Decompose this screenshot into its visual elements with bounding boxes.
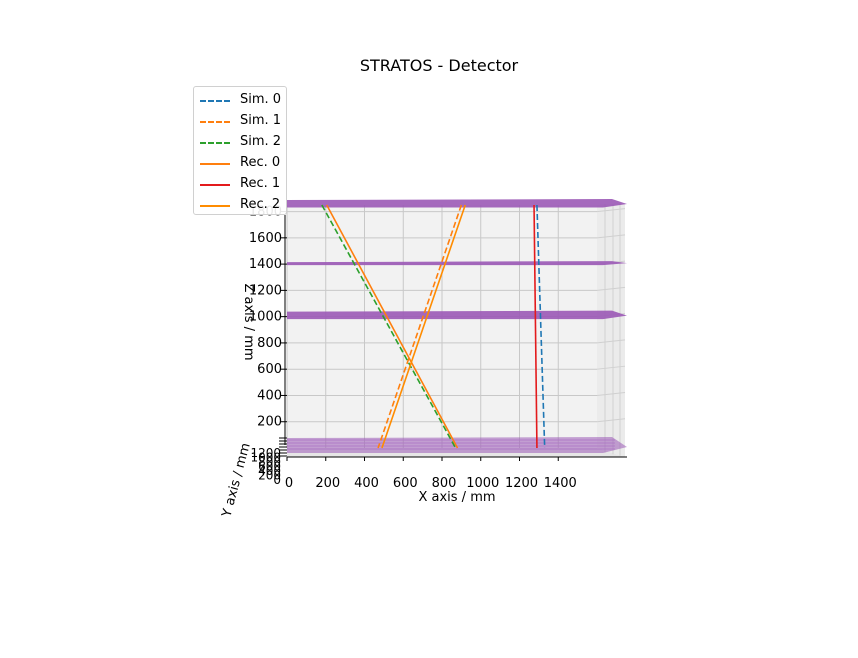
track-line <box>381 204 467 449</box>
legend-swatch <box>200 205 230 207</box>
y-tick-label: 800 <box>258 455 281 469</box>
detector-plane <box>287 310 627 320</box>
detector-plane <box>287 199 627 208</box>
y-tick-label: 400 <box>258 464 281 478</box>
legend-swatch <box>200 142 230 144</box>
y-tick-label: 1000 <box>250 451 281 465</box>
legend-label: Rec. 1 <box>240 176 281 191</box>
x-tick-label: 1000 <box>466 476 499 491</box>
x-tick-label: 800 <box>432 476 457 491</box>
track-line <box>321 204 457 449</box>
legend-label: Sim. 0 <box>240 92 282 107</box>
tracks <box>321 204 546 449</box>
legend-label: Sim. 1 <box>240 113 282 128</box>
x-tick-label: 200 <box>315 476 340 491</box>
y-axis-label: Y axis / mm <box>219 441 253 519</box>
track-line <box>377 204 463 449</box>
legend-label: Rec. 0 <box>240 155 281 170</box>
x-tick-label: 1200 <box>505 476 538 491</box>
z-tick-label: 1400 <box>249 257 282 272</box>
legend-item: Sim. 2 <box>198 133 284 153</box>
y-tick-label: 0 <box>273 473 281 487</box>
axes: 0 200 400 600 800 1000 1200 1400200400600800100… <box>249 205 627 491</box>
track-line <box>326 204 459 449</box>
legend-swatch <box>200 163 230 165</box>
chart-title: STRATOS - Detector <box>360 56 519 75</box>
legend-swatch <box>200 121 230 123</box>
detector-planes <box>287 199 627 453</box>
legend-item: Rec. 0 <box>198 154 284 174</box>
x-axis-label: X axis / mm <box>418 490 495 505</box>
z-axis-label: Z axis / mm <box>241 283 256 360</box>
track-line <box>536 204 546 449</box>
track-line <box>533 204 538 449</box>
legend-item: Sim. 1 <box>198 112 284 132</box>
x-tick-label: 1400 <box>544 476 577 491</box>
legend-swatch <box>200 100 230 102</box>
legend: Sim. 0 Sim. 1 Sim. 2 Rec. 0 Rec. 1 Rec. 2 <box>193 86 287 215</box>
x-tick-label: 400 <box>354 476 379 491</box>
z-tick-label: 400 <box>257 388 282 403</box>
z-tick-label: 600 <box>257 362 282 377</box>
x-tick-label: 0 <box>285 476 293 491</box>
y-tick-label: 600 <box>258 460 281 474</box>
z-tick-label: 1200 <box>249 283 282 298</box>
z-tick-label: 1600 <box>249 231 282 246</box>
z-tick-label: 200 <box>257 415 282 430</box>
legend-item: Sim. 0 <box>198 91 284 111</box>
legend-item: Rec. 2 <box>198 196 284 216</box>
legend-swatch <box>200 184 230 186</box>
x-tick-label: 600 <box>393 476 418 491</box>
legend-label: Rec. 2 <box>240 197 281 212</box>
legend-item: Rec. 1 <box>198 175 284 195</box>
y-tick-label: 200 <box>258 469 281 483</box>
z-tick-label: 800 <box>257 336 282 351</box>
y-tick-label: 1200 <box>250 446 281 460</box>
detector-plane <box>287 261 627 266</box>
z-tick-label: 1000 <box>249 310 282 325</box>
legend-label: Sim. 2 <box>240 134 282 149</box>
detector-plane <box>287 437 627 453</box>
